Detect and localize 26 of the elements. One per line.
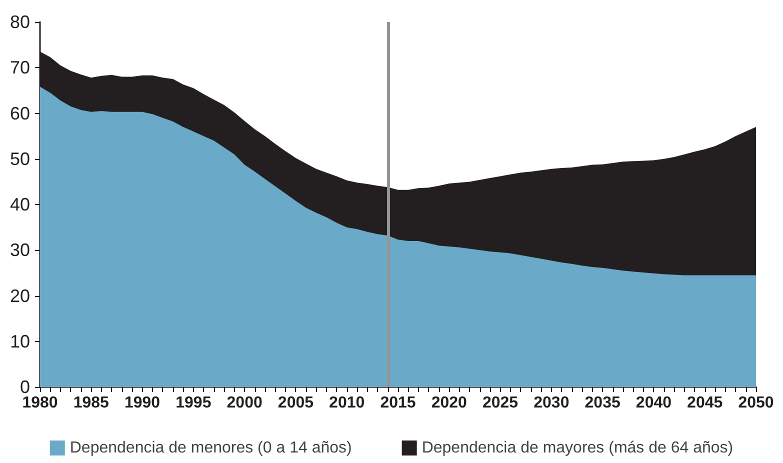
y-tick-label: 50 — [10, 148, 30, 169]
y-tick-label: 40 — [10, 194, 30, 214]
y-tick-label: 60 — [10, 103, 30, 124]
x-tick-label: 2005 — [278, 394, 314, 412]
y-tick-label: 70 — [10, 58, 30, 78]
x-tick-label: 2030 — [534, 394, 570, 412]
x-tick-label: 2015 — [380, 394, 416, 412]
y-tick-label: 10 — [10, 331, 30, 352]
legend-label: Dependencia de menores (0 a 14 años) — [70, 440, 352, 456]
x-tick-label: 2045 — [687, 394, 723, 412]
x-tick-label: 2040 — [636, 394, 672, 412]
legend-label: Dependencia de mayores (más de 64 años) — [422, 440, 734, 456]
x-tick-label: 1995 — [176, 394, 212, 412]
y-tick-label: 20 — [10, 286, 30, 306]
x-tick-label: 2010 — [329, 394, 365, 412]
x-tick-label: 1985 — [73, 394, 110, 412]
x-tick-label: 2000 — [226, 394, 262, 412]
y-tick-label: 80 — [10, 12, 30, 32]
x-tick-label: 2035 — [584, 394, 620, 412]
x-tick-label: 1990 — [124, 394, 160, 412]
x-tick-label: 1980 — [22, 394, 58, 412]
x-tick-label: 2025 — [482, 394, 518, 412]
x-tick-label: 2050 — [738, 394, 774, 412]
y-tick-label: 30 — [10, 240, 30, 260]
x-tick-label: 2020 — [431, 394, 468, 412]
y-tick-label: 0 — [20, 377, 30, 397]
